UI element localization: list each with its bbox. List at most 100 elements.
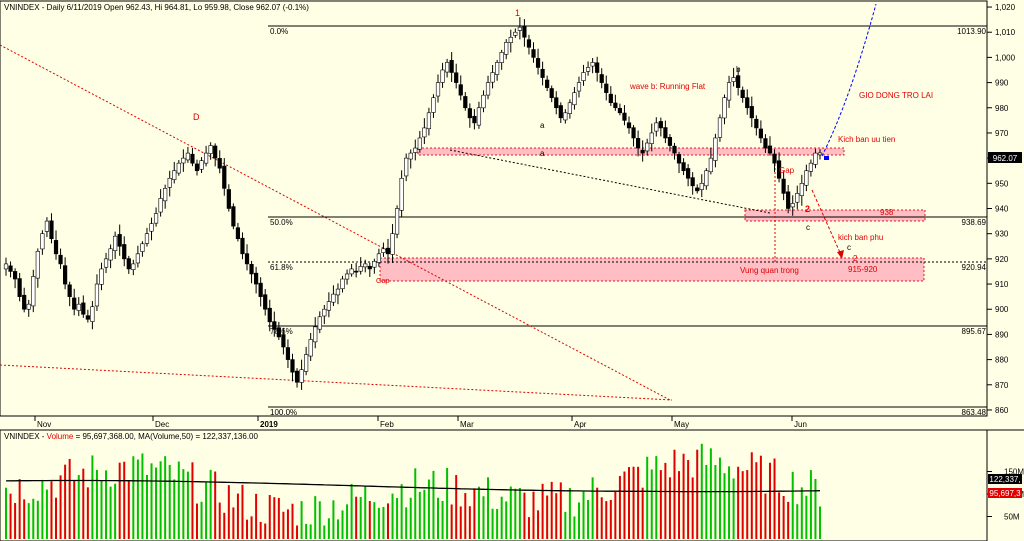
volume-bar [259, 521, 262, 539]
candle-body [158, 198, 163, 213]
candle-body [476, 107, 482, 126]
label-wave-a1: a [540, 121, 545, 130]
candle-body [90, 306, 95, 322]
fib-value-100: 863.48 [962, 408, 987, 417]
volume-bar [341, 510, 344, 539]
price-y-tick-label: 940 [995, 205, 1009, 214]
candle-body [81, 302, 86, 315]
candle-body [808, 162, 814, 172]
candle-body [654, 122, 659, 132]
volume-bar [5, 487, 7, 539]
volume-bar [678, 471, 681, 539]
candle-body [799, 183, 804, 196]
volume-bar [55, 497, 58, 539]
candle-body [163, 188, 168, 202]
volume-bar [814, 478, 817, 539]
volume-bars [5, 443, 821, 539]
volume-bar [668, 477, 671, 539]
volume-bar [564, 511, 567, 539]
candle-body [213, 145, 218, 159]
candle-body [458, 84, 463, 96]
volume-bar [277, 497, 280, 539]
volume-bar [482, 496, 485, 539]
candle-body [126, 258, 131, 270]
candle-body [190, 153, 195, 164]
volume-bar [386, 503, 389, 539]
candle-body [740, 89, 745, 98]
last-price-badge: 962.07 [824, 152, 1022, 163]
candle-body [304, 354, 309, 372]
volume-bar [409, 497, 412, 539]
volume-last-badge-text: 95,697,3 [989, 489, 1021, 498]
volume-bar [209, 469, 212, 539]
candle-body [404, 157, 409, 177]
volume-bar [91, 455, 94, 539]
label-wave-b: b [736, 65, 741, 74]
x-axis-label: Mar [460, 420, 474, 429]
candle-body [235, 227, 241, 240]
candle-body [781, 178, 786, 194]
label-gap-2: Gap [376, 278, 389, 285]
volume-bar [105, 470, 108, 539]
volume-bar [728, 466, 731, 539]
price-y-tick-label: 1,020 [995, 3, 1016, 12]
volume-bar [141, 453, 144, 539]
candle-body [263, 294, 268, 310]
volume-bar [32, 498, 35, 539]
candle-body [267, 307, 272, 323]
volume-bar [9, 493, 12, 539]
fib-value-618: 920.94 [962, 263, 987, 272]
volume-bar [332, 500, 335, 539]
candle-body [772, 153, 777, 164]
label-938: 938 [880, 208, 894, 217]
price-y-tick-label: 1,010 [995, 28, 1016, 37]
zone-938 [744, 209, 926, 222]
price-y-tick-label: 990 [995, 79, 1009, 88]
volume-bar [537, 510, 540, 539]
candle-body [504, 41, 509, 55]
volume-bar [400, 484, 403, 539]
candle-body [672, 145, 677, 154]
candle-body [358, 266, 363, 272]
candle-body [372, 261, 377, 268]
volume-bar [155, 467, 158, 539]
volume-bar [427, 479, 430, 539]
volume-bar [318, 501, 321, 539]
candle-body [117, 234, 122, 247]
volume-bar [86, 487, 89, 539]
volume-bar [77, 475, 80, 539]
volume-bar [764, 493, 767, 539]
volume-bar [568, 487, 571, 539]
volume-bar [496, 508, 499, 539]
volume-bar [477, 486, 480, 539]
volume-bar [737, 466, 740, 539]
volume-bar [296, 525, 299, 539]
candle-body [49, 220, 54, 240]
volume-bar [755, 462, 758, 539]
candle-body [167, 177, 172, 188]
volume-bar [796, 504, 799, 539]
candle-body [185, 152, 190, 161]
volume-bar [423, 489, 426, 539]
zones [379, 147, 926, 282]
price-y-tick-label: 880 [995, 356, 1009, 365]
candle-body [690, 177, 695, 187]
candle-body [554, 97, 559, 109]
label-wave-c1: c [806, 223, 810, 232]
fib-value-786: 895.67 [962, 327, 987, 336]
volume-bar [609, 499, 612, 539]
volume-bar [314, 496, 317, 539]
candle-body [376, 253, 381, 263]
candle-body [558, 105, 563, 119]
volume-bar [327, 518, 330, 539]
candle-body [454, 72, 459, 83]
candle-body [222, 165, 227, 189]
volume-bar [650, 469, 653, 539]
volume-bar [414, 468, 417, 539]
candle-body [495, 62, 500, 75]
volume-bar [291, 503, 294, 539]
candle-body [431, 97, 436, 113]
candle-body [535, 58, 541, 68]
candle-body [172, 170, 177, 180]
candle-body [317, 316, 322, 330]
